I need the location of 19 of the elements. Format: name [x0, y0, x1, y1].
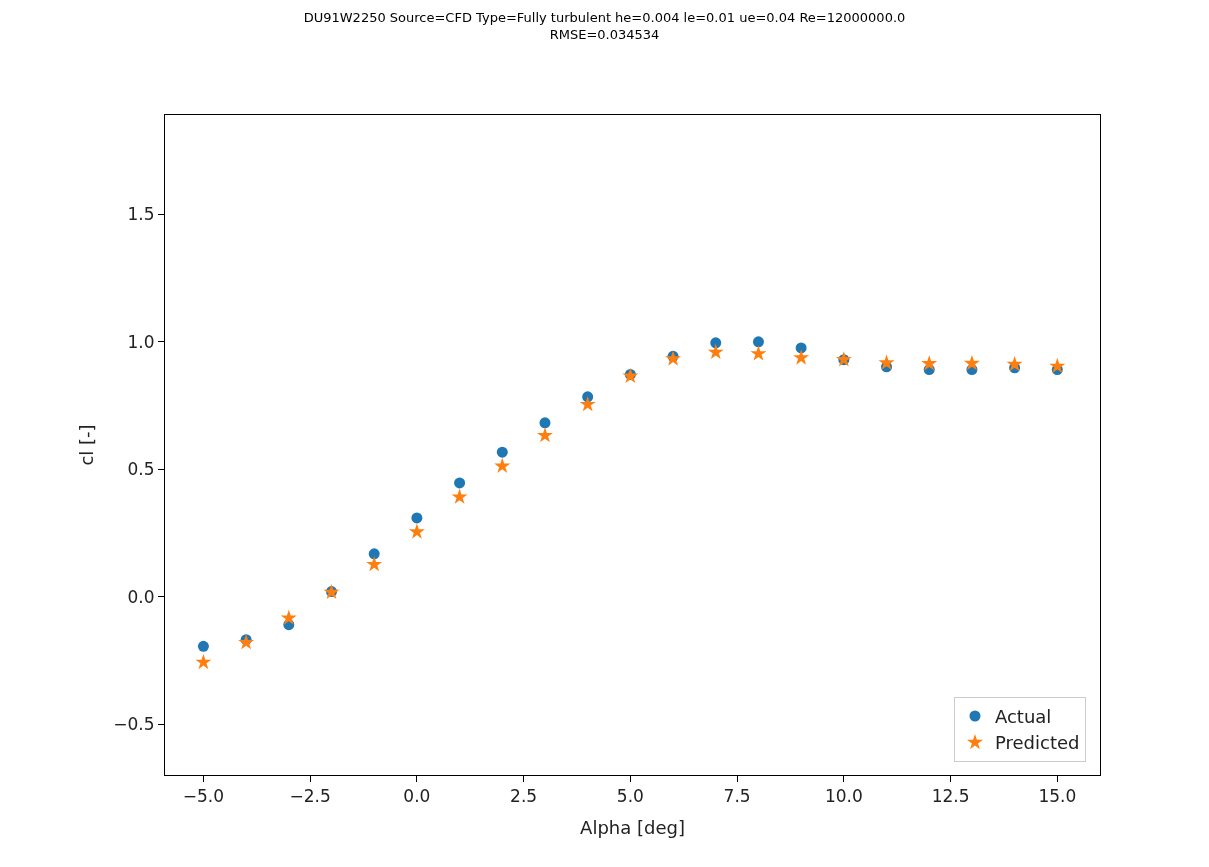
- x-tick-label: 12.5: [931, 786, 970, 807]
- x-tick-label: −5.0: [182, 786, 225, 807]
- x-tick-label: 0.0: [403, 786, 431, 807]
- x-tick-label: 15.0: [1038, 786, 1077, 807]
- legend-label: Predicted: [994, 732, 1080, 754]
- y-axis-title: cl [-]: [75, 424, 97, 466]
- y-tick-label: 1.5: [127, 204, 155, 225]
- y-tick-label: 0.5: [127, 459, 155, 480]
- x-tick-label: 5.0: [616, 786, 644, 807]
- x-tick-label: 7.5: [723, 786, 751, 807]
- x-tick-label: −2.5: [289, 786, 331, 807]
- x-tick-label: 2.5: [510, 786, 538, 807]
- y-tick-label: 1.0: [127, 331, 155, 352]
- x-tick-label: 10.0: [824, 786, 863, 807]
- y-tick-label: −0.5: [113, 713, 155, 734]
- x-axis-title: Alpha [deg]: [580, 816, 685, 838]
- chart-title: DU91W2250 Source=CFD Type=Fully turbulent he=0.004 le=0.01 ue=0.04 Re=12000000.0 RMSE=0.034534: [303, 9, 906, 42]
- y-tick-label: 0.0: [127, 586, 155, 607]
- legend-label: Actual: [994, 706, 1052, 728]
